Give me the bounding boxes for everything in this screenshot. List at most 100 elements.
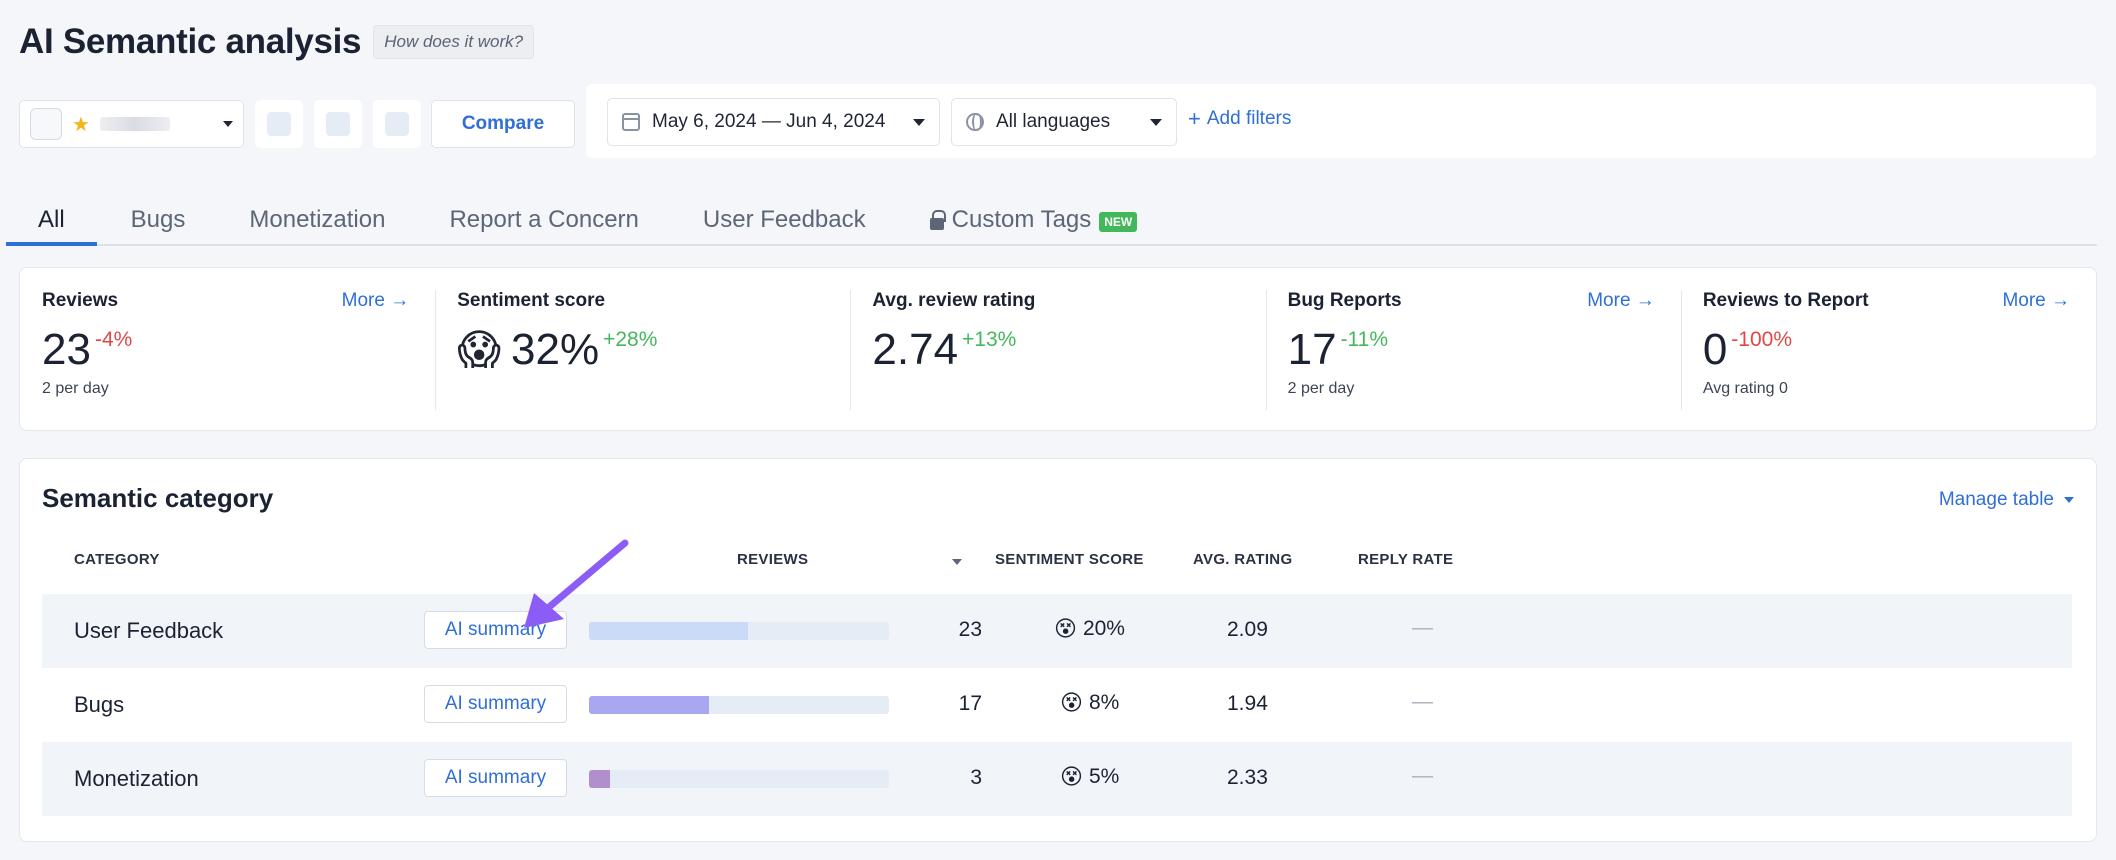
reviews-bar [589, 696, 889, 714]
plus-icon: + [1188, 106, 1201, 131]
tab-user-feedback[interactable]: User Feedback [703, 198, 866, 244]
tab-label: Custom Tags [951, 206, 1092, 233]
screaming-face-icon: 😱 [457, 326, 501, 373]
globe-icon [966, 113, 984, 131]
compare-slot-1[interactable] [255, 100, 303, 148]
star-icon: ★ [72, 113, 90, 136]
tab-monetization[interactable]: Monetization [249, 198, 385, 244]
dizzy-face-icon: 😵 [1060, 690, 1083, 715]
sort-desc-icon[interactable] [952, 559, 962, 565]
tab-all[interactable]: All [6, 198, 97, 246]
annotation-arrow-icon [524, 539, 629, 628]
sentiment-value: 8% [1088, 691, 1120, 714]
app-selector[interactable]: ★ [19, 100, 244, 148]
avg-rating: 2.09 [1227, 618, 1268, 641]
category-tabs: All Bugs Monetization Report a Concern U… [6, 198, 2097, 246]
tab-label: Report a Concern [449, 206, 639, 233]
add-filters-button[interactable]: + Add filters [1188, 108, 1291, 130]
reviews-bar [589, 770, 889, 788]
chevron-down-icon [1150, 118, 1162, 126]
tab-label: Bugs [130, 206, 186, 233]
tab-label: All [38, 206, 65, 233]
stat-avg-rating: Avg. review rating 2.74 +13% [850, 268, 1265, 430]
stat-label: Bug Reports [1287, 290, 1402, 311]
column-header-sentiment[interactable]: SENTIMENT SCORE [995, 551, 1144, 568]
app-name-blurred [99, 117, 170, 131]
stat-label: Reviews to Report [1702, 290, 1869, 311]
sentiment-value: 20% [1082, 617, 1125, 640]
dizzy-face-icon: 😵 [1060, 764, 1083, 789]
add-filters-label: Add filters [1206, 108, 1292, 129]
how-it-works-link[interactable]: How does it work? [373, 25, 535, 59]
column-header-category[interactable]: CATEGORY [74, 551, 160, 568]
new-badge: NEW [1099, 212, 1138, 232]
compare-slot-3[interactable] [373, 100, 421, 148]
chevron-down-icon [223, 121, 233, 127]
section-title: Semantic category [42, 483, 274, 513]
manage-table-label: Manage table [1938, 489, 2054, 510]
stat-bug-reports: Bug Reports More → 17 -11% 2 per day [1265, 268, 1681, 430]
semantic-category-card: Semantic category Manage table CATEGORY … [19, 458, 2097, 842]
ai-summary-button[interactable]: AI summary [424, 685, 567, 723]
reviews-more-link[interactable]: More → [341, 290, 410, 311]
stat-label: Reviews [42, 290, 119, 311]
page-title: AI Semantic analysis [19, 22, 362, 61]
language-select[interactable]: All languages [951, 98, 1177, 146]
reviews-to-report-more-link[interactable]: More → [2002, 290, 2071, 311]
sentiment-score: 😵 5% [1060, 764, 1119, 790]
stat-delta: -4% [94, 328, 133, 351]
stat-value: 23 [42, 325, 91, 374]
stat-sentiment: Sentiment score 😱 32% +28% [435, 268, 850, 430]
ai-summary-button[interactable]: AI summary [424, 759, 567, 797]
stat-delta: +28% [603, 328, 658, 351]
calendar-icon [622, 113, 640, 131]
date-range-select[interactable]: May 6, 2024 — Jun 4, 2024 [607, 98, 940, 146]
lock-icon [929, 210, 946, 230]
column-header-reviews[interactable]: REVIEWS [737, 551, 809, 568]
reviews-count: 3 [970, 766, 982, 789]
tab-custom-tags[interactable]: Custom Tags NEW [929, 198, 1138, 244]
tab-report-a-concern[interactable]: Report a Concern [449, 198, 638, 244]
stat-delta: -11% [1340, 328, 1389, 351]
reviews-bar-fill [589, 622, 748, 640]
title-row: AI Semantic analysis How does it work? [19, 22, 535, 62]
avg-rating: 1.94 [1227, 692, 1268, 715]
sentiment-value: 5% [1088, 765, 1120, 788]
stat-reviews: Reviews More → 23 -4% 2 per day [20, 268, 435, 430]
reviews-bar-fill [589, 770, 610, 788]
stat-value: 2.74 [872, 325, 959, 374]
reviews-bar-fill [589, 696, 709, 714]
column-header-reply-rate[interactable]: REPLY RATE [1358, 551, 1454, 568]
stat-label: Sentiment score [457, 290, 606, 311]
tab-label: User Feedback [702, 206, 866, 233]
language-value: All languages [996, 111, 1111, 132]
reply-rate: — [1412, 616, 1433, 639]
table-row[interactable]: Monetization AI summary 3 😵 5% 2.33 — [42, 742, 2072, 816]
stat-value: 17 [1287, 325, 1337, 374]
category-name: Bugs [74, 692, 125, 717]
stat-reviews-to-report: Reviews to Report More → 0 -100% Avg rat… [1680, 268, 2096, 430]
table-row[interactable]: User Feedback AI summary 23 😵 20% 2.09 — [42, 594, 2072, 668]
sentiment-score: 😵 8% [1060, 690, 1119, 716]
manage-table-button[interactable]: Manage table [1939, 489, 2074, 511]
stat-subtext: 2 per day [42, 380, 109, 397]
bug-reports-more-link[interactable]: More → [1587, 290, 1655, 311]
stat-subtext: 2 per day [1287, 380, 1355, 397]
sentiment-score: 😵 20% [1054, 616, 1125, 642]
compare-button[interactable]: Compare [431, 100, 575, 148]
compare-slot-2[interactable] [314, 100, 362, 148]
category-name: User Feedback [74, 618, 224, 643]
app-icon [30, 108, 62, 140]
table-row[interactable]: Bugs AI summary 17 😵 8% 1.94 — [42, 668, 2072, 742]
stat-label: Avg. review rating [872, 290, 1036, 311]
dizzy-face-icon: 😵 [1054, 616, 1077, 641]
avg-rating: 2.33 [1227, 766, 1268, 789]
stat-delta: -100% [1731, 328, 1792, 351]
date-range-value: May 6, 2024 — Jun 4, 2024 [652, 111, 886, 132]
reply-rate: — [1412, 764, 1433, 787]
tab-bugs[interactable]: Bugs [131, 198, 186, 244]
stats-card: Reviews More → 23 -4% 2 per day Sentimen… [19, 267, 2097, 431]
category-name: Monetization [74, 766, 199, 791]
column-header-avg-rating[interactable]: AVG. RATING [1193, 551, 1293, 568]
